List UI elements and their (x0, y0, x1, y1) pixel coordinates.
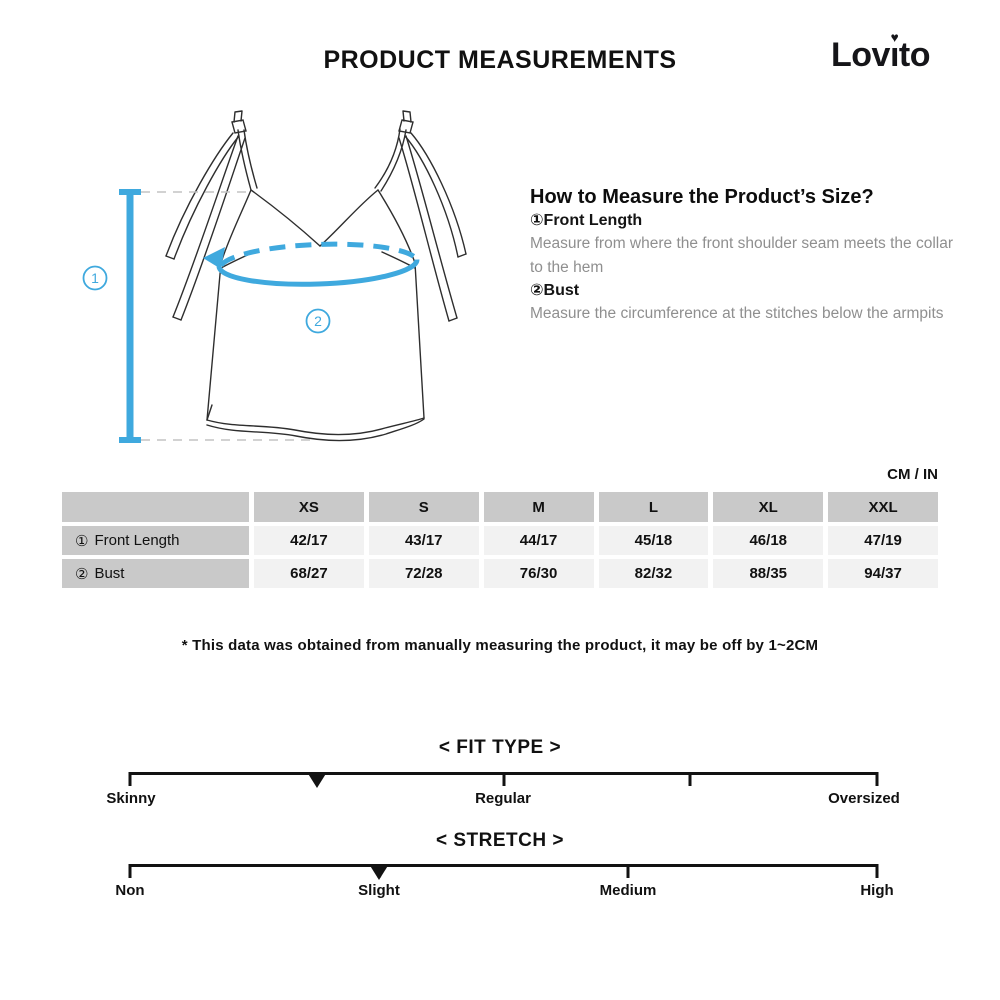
table-cell: 72/28 (368, 559, 479, 588)
brand-logo: Lovı ♥ to (831, 30, 931, 75)
instruction-desc-bust: Measure the circumference at the stitche… (530, 305, 944, 322)
stretch-scale-line (128, 864, 879, 880)
stretch-tick (626, 864, 630, 878)
stretch-label-medium: Medium (599, 882, 657, 899)
row-label-bust: ② Bust (62, 559, 249, 588)
marker-1-digit: 1 (91, 270, 99, 286)
fit-type-label-oversized: Oversized (828, 790, 900, 807)
marker-2-circle: 2 (305, 308, 331, 334)
brand-logo-part1: Lov (831, 36, 890, 74)
stretch-tick (875, 864, 879, 878)
size-table: XS S M L XL XXL ① Front Length 42/17 43/1… (62, 492, 938, 588)
how-to-measure-heading: How to Measure the Product’s Size? (530, 186, 874, 208)
table-cell: 44/17 (483, 526, 594, 555)
extension-dashed-lines (141, 191, 317, 441)
table-cell: 88/35 (713, 559, 824, 588)
measurement-disclaimer: * This data was obtained from manually m… (181, 637, 819, 654)
fit-type-scale-line (128, 772, 879, 788)
table-cell: 68/27 (254, 559, 364, 588)
table-cell: 46/18 (713, 526, 824, 555)
instruction-desc-front-length: Measure from where the front shoulder se… (530, 235, 953, 276)
stretch-label-non: Non (115, 882, 145, 899)
stretch-label-high: High (860, 882, 894, 899)
fit-type-tick (688, 772, 692, 786)
brand-logo-part2: to (898, 36, 931, 74)
table-corner-cell (62, 492, 249, 522)
column-header-xl: XL (713, 492, 824, 522)
bust-measure-ellipse (216, 241, 420, 287)
fit-type-label-skinny: Skinny (106, 790, 156, 807)
column-header-xs: XS (254, 492, 364, 522)
table-cell: 42/17 (254, 526, 364, 555)
brand-logo-i: ı ♥ (889, 30, 899, 74)
garment-illustration: 1 2 (82, 110, 467, 443)
table-cell: 94/37 (828, 559, 938, 588)
heart-icon: ♥ (890, 30, 899, 46)
unit-label: CM / IN (887, 466, 938, 483)
fit-type-title: < FIT TYPE > (438, 737, 562, 758)
column-header-s: S (368, 492, 479, 522)
bust-arrowhead (203, 247, 225, 269)
table-cell: 82/32 (598, 559, 709, 588)
camisole-drawing (165, 110, 467, 442)
stretch-tick (128, 864, 132, 878)
column-header-m: M (483, 492, 594, 522)
row-label-front-length: ① Front Length (62, 526, 249, 555)
table-cell: 47/19 (828, 526, 938, 555)
front-length-measure-line (119, 189, 141, 443)
table-cell: 76/30 (483, 559, 594, 588)
table-cell: 45/18 (598, 526, 709, 555)
column-header-xxl: XXL (828, 492, 938, 522)
marker-2-digit: 2 (314, 313, 322, 329)
table-cell: 43/17 (368, 526, 479, 555)
fit-type-marker-triangle (306, 772, 327, 788)
instruction-title-front-length: ①Front Length (530, 212, 643, 229)
column-header-l: L (598, 492, 709, 522)
fit-type-tick (502, 772, 505, 786)
page-title: PRODUCT MEASUREMENTS (323, 46, 677, 74)
stretch-title: < STRETCH > (436, 830, 564, 851)
stretch-label-slight: Slight (358, 882, 400, 899)
stretch-marker-triangle (368, 864, 389, 880)
fit-type-tick (128, 772, 132, 786)
fit-type-tick (875, 772, 879, 786)
instruction-title-bust: ②Bust (530, 282, 580, 299)
fit-type-label-regular: Regular (475, 790, 531, 807)
marker-1-circle: 1 (82, 265, 108, 291)
how-to-measure-section: How to Measure the Product’s Size? ①Fron… (530, 184, 960, 326)
